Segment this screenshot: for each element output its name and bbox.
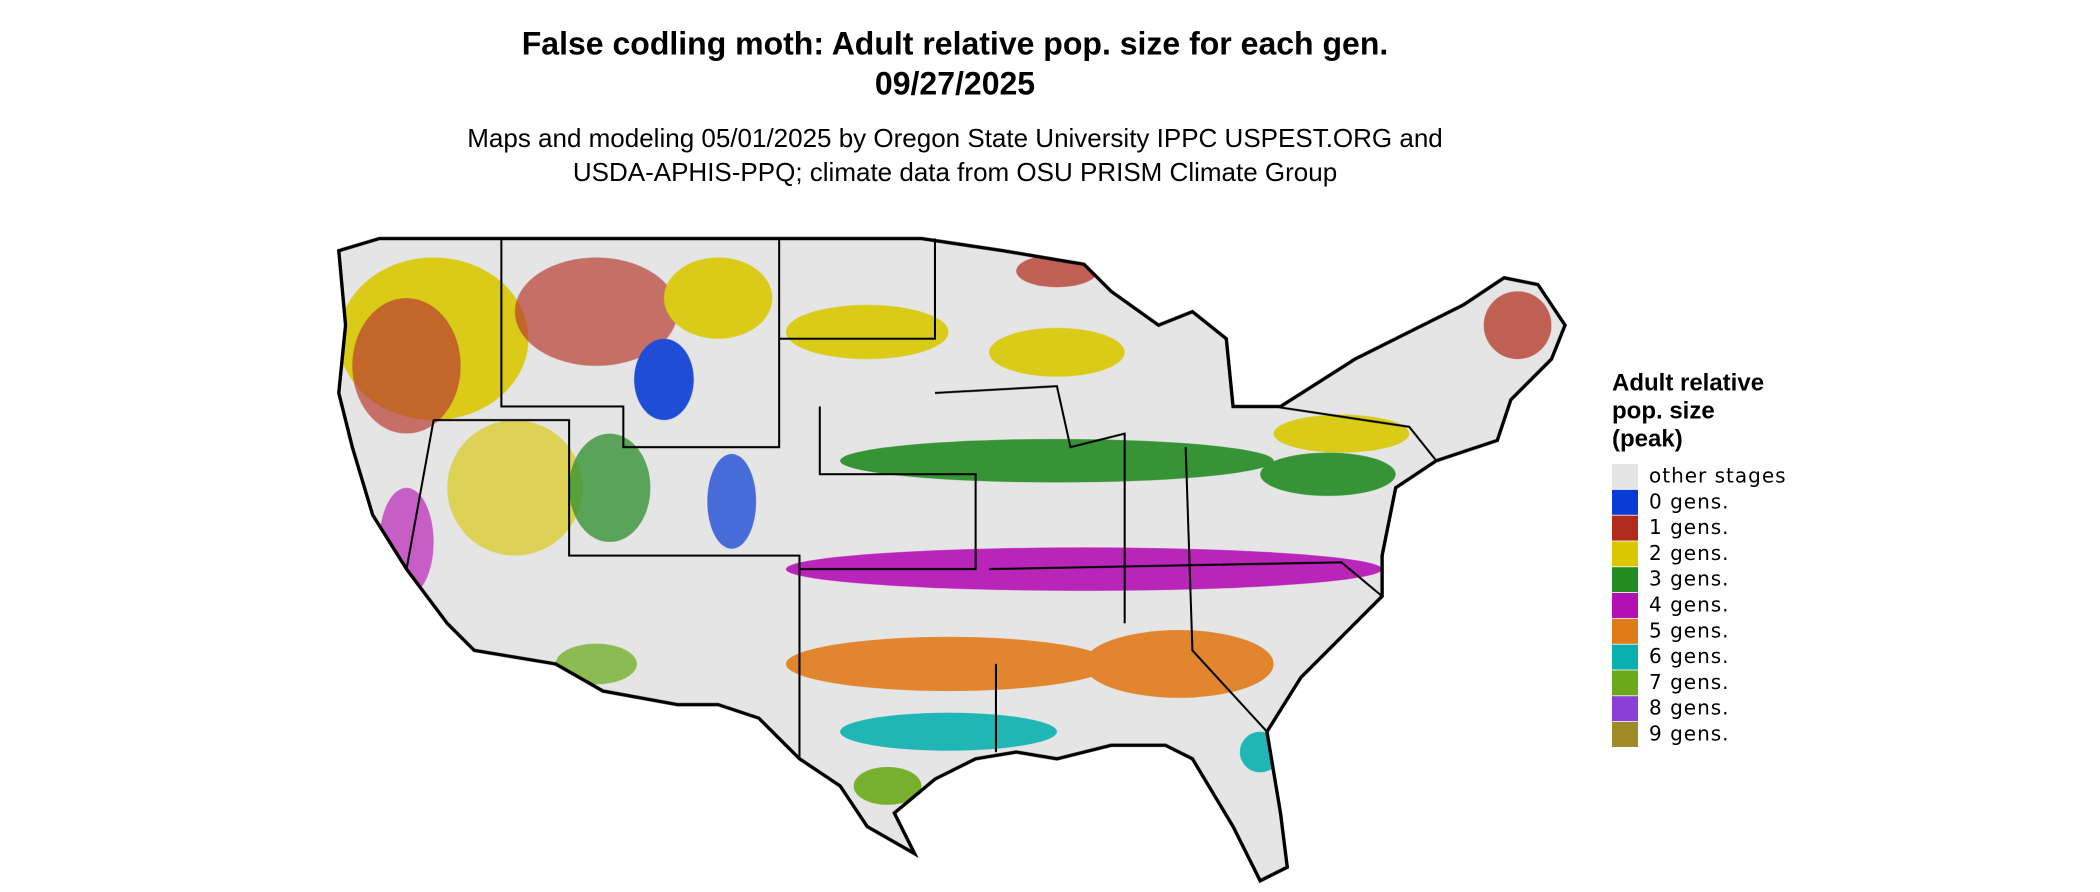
legend-swatch (1612, 541, 1638, 567)
legend-title: pop. size (1612, 397, 1715, 424)
legend-label: 9 gens. (1649, 722, 1730, 746)
legend-label: 1 gens. (1649, 515, 1730, 539)
legend-label: 5 gens. (1649, 618, 1730, 642)
legend-swatch (1612, 722, 1638, 747)
legend-swatch (1612, 567, 1638, 593)
legend-title: (peak) (1612, 425, 1683, 452)
legend-swatch (1612, 489, 1638, 515)
legend-label: 3 gens. (1649, 567, 1730, 591)
legend-title: Adult relative (1612, 369, 1764, 396)
legend-swatch (1612, 670, 1638, 696)
legend-swatch (1612, 593, 1638, 618)
legend-swatch (1612, 644, 1638, 670)
legend-label: 4 gens. (1649, 593, 1730, 617)
legend-label: 0 gens. (1649, 489, 1730, 513)
legend-swatch (1612, 464, 1638, 489)
legend-label: 7 gens. (1649, 670, 1730, 694)
legend-label: 6 gens. (1649, 644, 1730, 668)
legend-swatch (1612, 696, 1638, 722)
legend-swatch (1612, 618, 1638, 644)
map-date: 09/27/2025 (875, 65, 1035, 101)
legend-label: 8 gens. (1649, 696, 1730, 720)
subtitle: USDA-APHIS-PPQ; climate data from OSU PR… (573, 157, 1337, 187)
map-title: False codling moth: Adult relative pop. … (522, 25, 1389, 61)
legend-label: 2 gens. (1649, 541, 1730, 565)
subtitle: Maps and modeling 05/01/2025 by Oregon S… (467, 123, 1443, 153)
us-map (336, 236, 1567, 884)
legend-label: other stages (1649, 464, 1787, 488)
legend-swatch (1612, 515, 1638, 541)
